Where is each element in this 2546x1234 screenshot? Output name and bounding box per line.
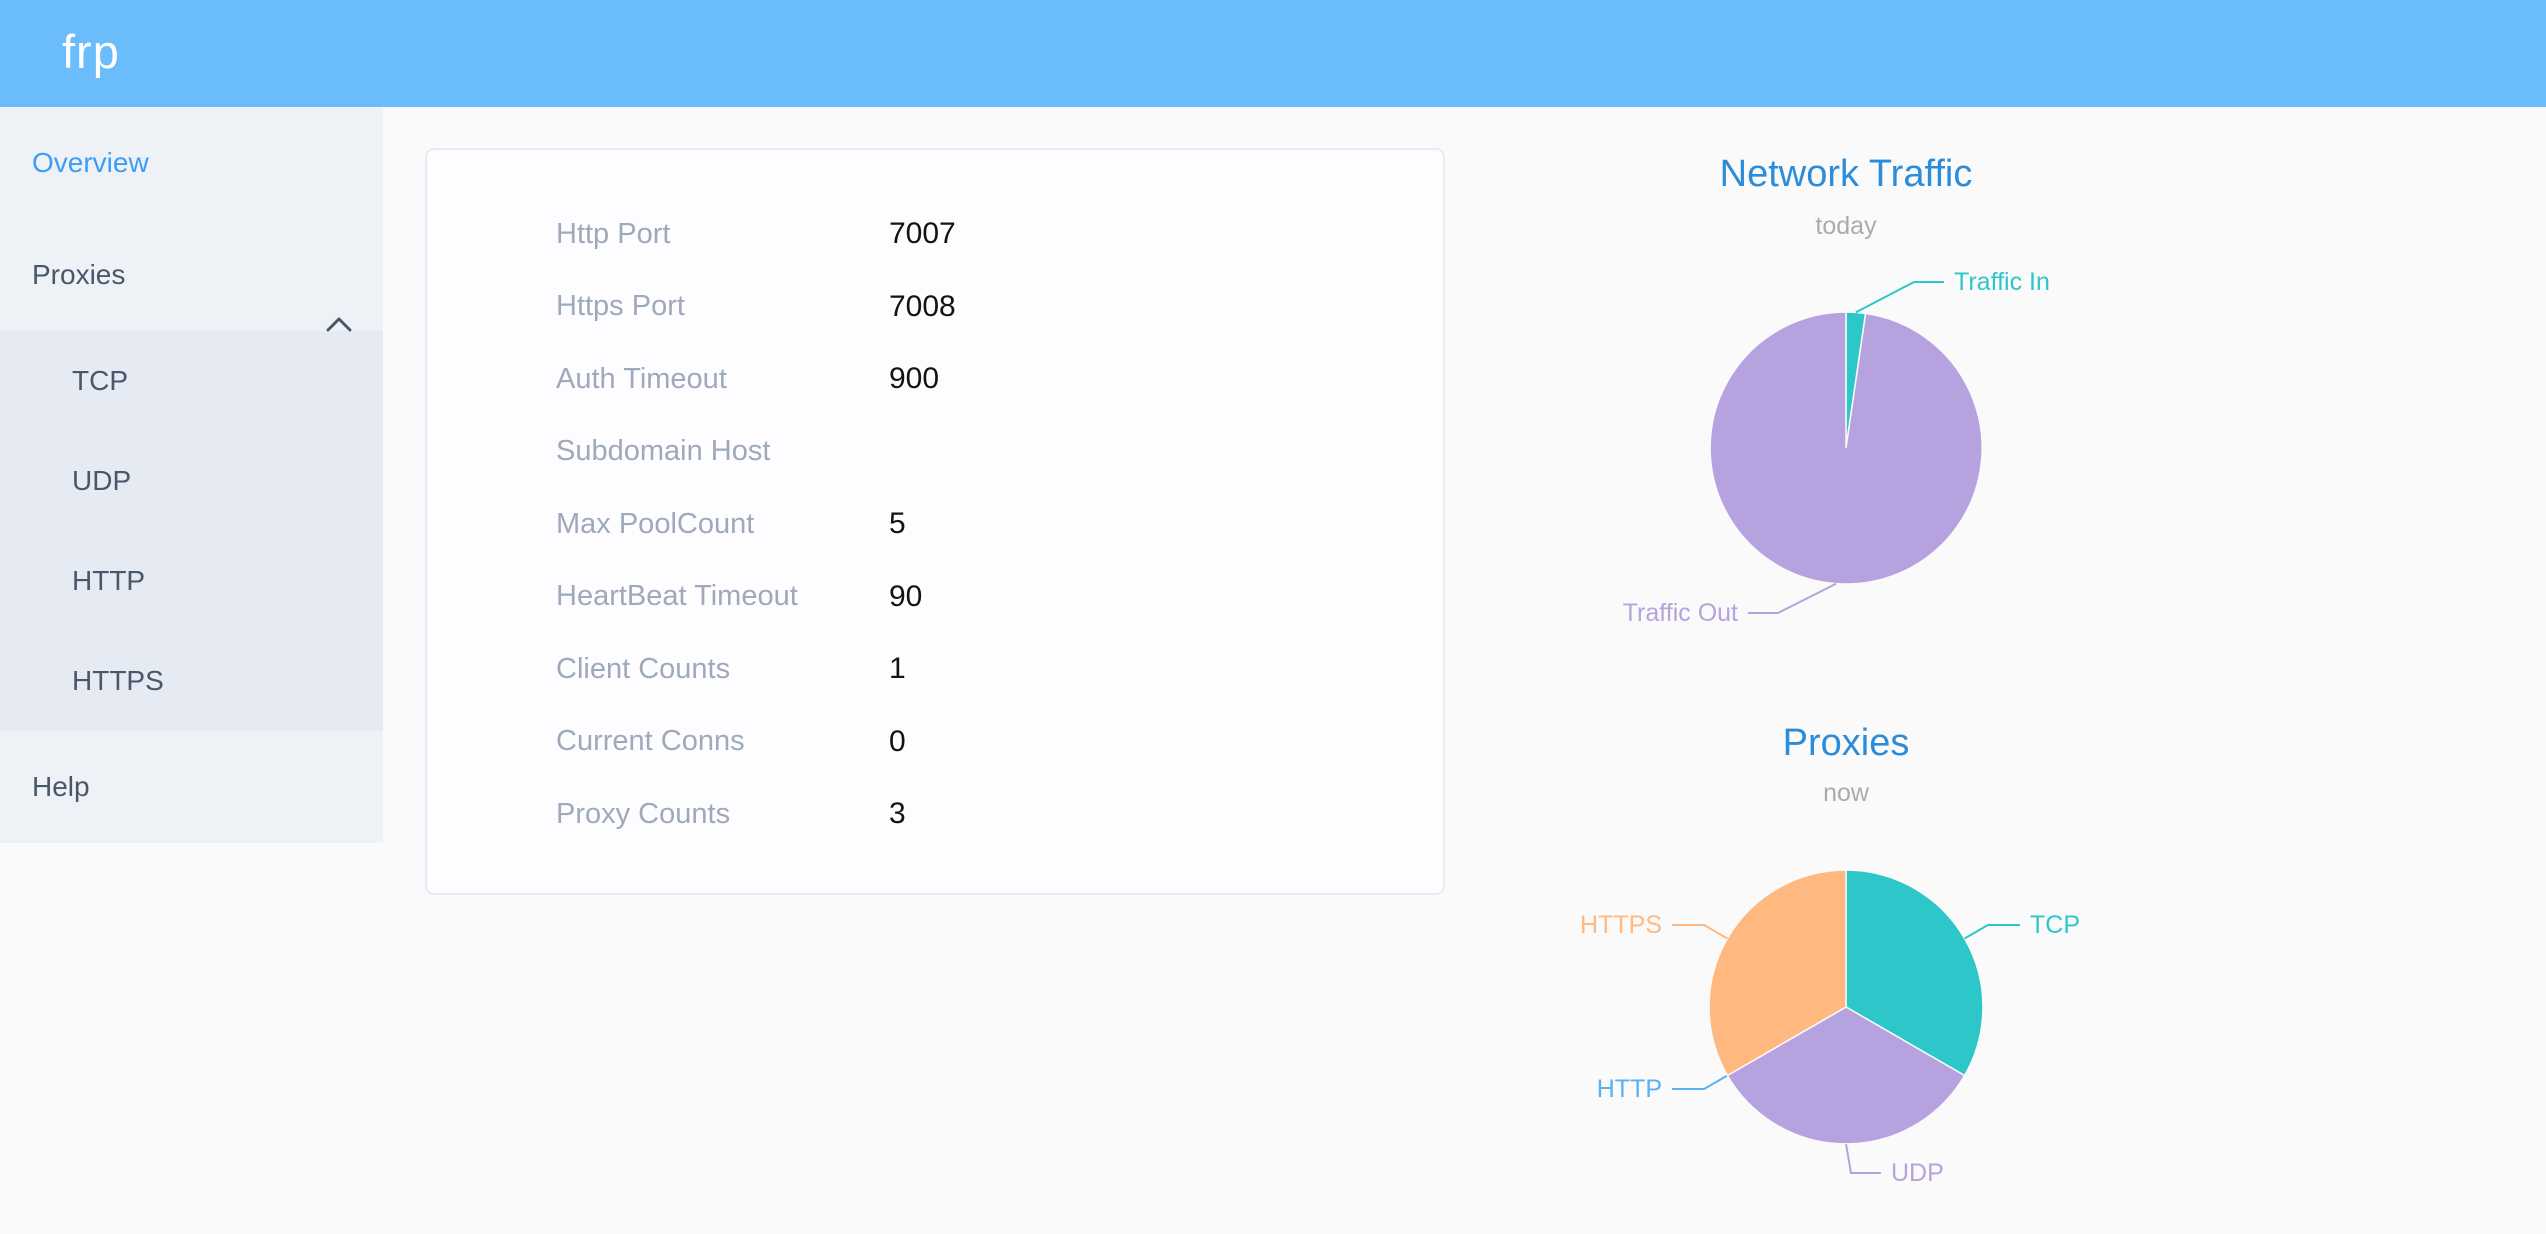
sidebar-item-overview[interactable]: Overview bbox=[0, 107, 383, 219]
proxies-pie-chart[interactable]: TCP UDP HTTP HTTPS bbox=[1430, 830, 2280, 1234]
sidebar-item-udp[interactable]: UDP bbox=[72, 465, 132, 496]
pie-slice-traffic-out[interactable] bbox=[1709, 311, 1983, 585]
chevron-up-icon bbox=[325, 267, 353, 332]
config-label: Auth Timeout bbox=[556, 362, 727, 395]
sidebar-item-help[interactable]: Help bbox=[0, 731, 383, 843]
config-label: HeartBeat Timeout bbox=[556, 580, 798, 613]
config-value: 0 bbox=[889, 724, 906, 758]
sidebar-item-proxies[interactable]: Proxies bbox=[0, 219, 383, 332]
network-traffic-chart-title: Network Traffic bbox=[1719, 153, 1973, 195]
config-label: Current Conns bbox=[556, 725, 745, 758]
network-traffic-pie-chart[interactable]: Traffic In Traffic Out bbox=[1430, 240, 2280, 660]
config-row-client-counts: Client Counts 1 bbox=[427, 633, 1443, 706]
config-row-http-port: Http Port 7007 bbox=[427, 198, 1443, 271]
pie-label-line-traffic-in bbox=[1855, 281, 1944, 314]
config-row-current-conns: Current Conns 0 bbox=[427, 706, 1443, 779]
pie-label-traffic-in: Traffic In bbox=[1954, 268, 2050, 296]
server-info-card: Http Port 7007 Https Port 7008 Auth Time… bbox=[425, 148, 1445, 895]
proxies-submenu: TCP UDP HTTP HTTPS bbox=[0, 331, 383, 731]
config-value: 3 bbox=[889, 797, 906, 831]
config-label: Subdomain Host bbox=[556, 435, 771, 468]
pie-label-traffic-out: Traffic Out bbox=[1623, 599, 1738, 627]
config-value: 900 bbox=[889, 362, 940, 396]
pie-label-line-http bbox=[1672, 1074, 1728, 1090]
proxies-chart-title: Proxies bbox=[1782, 722, 1910, 764]
pie-label-line-https bbox=[1672, 924, 1728, 940]
config-row-heartbeat-timeout: HeartBeat Timeout 90 bbox=[427, 561, 1443, 634]
config-row-auth-timeout: Auth Timeout 900 bbox=[427, 343, 1443, 416]
pie-label-udp: UDP bbox=[1891, 1159, 1944, 1187]
sidebar-item-https[interactable]: HTTPS bbox=[72, 665, 164, 696]
sidebar-item-tcp[interactable]: TCP bbox=[72, 365, 128, 396]
pie-label-line-udp bbox=[1845, 1143, 1881, 1174]
pie-label-line-traffic-out bbox=[1748, 582, 1837, 614]
sidebar-nav: Overview Proxies TCP UDP HTTP HTTPS Help bbox=[0, 107, 383, 843]
pie-label-tcp: TCP bbox=[2030, 911, 2080, 939]
pie-label-http: HTTP bbox=[1597, 1075, 1662, 1103]
config-label: Max PoolCount bbox=[556, 507, 755, 540]
config-row-max-poolcount: Max PoolCount 5 bbox=[427, 488, 1443, 561]
config-value: 7008 bbox=[889, 289, 956, 323]
config-row-proxy-counts: Proxy Counts 3 bbox=[427, 778, 1443, 851]
sidebar-item-label: Overview bbox=[32, 147, 149, 178]
frp-logo: frp bbox=[62, 25, 120, 78]
pie-slice-tcp[interactable] bbox=[1845, 869, 1984, 1077]
config-value: 7007 bbox=[889, 217, 956, 251]
pie-slice-https[interactable] bbox=[1708, 869, 1847, 1077]
app-header: frp bbox=[0, 0, 2546, 107]
sidebar-item-label: Proxies bbox=[32, 259, 126, 290]
config-value: 5 bbox=[889, 507, 906, 541]
config-label: Proxy Counts bbox=[556, 797, 731, 830]
pie-label-https: HTTPS bbox=[1580, 911, 1662, 939]
sidebar-item-http[interactable]: HTTP bbox=[72, 565, 146, 596]
config-value: 90 bbox=[889, 579, 923, 613]
config-row-https-port: Https Port 7008 bbox=[427, 271, 1443, 344]
config-label: Https Port bbox=[556, 290, 685, 323]
sidebar-item-label: Help bbox=[32, 771, 90, 802]
network-traffic-chart-subtitle: today bbox=[1815, 212, 1877, 240]
config-value: 1 bbox=[889, 652, 906, 686]
config-row-subdomain-host: Subdomain Host bbox=[427, 416, 1443, 489]
pie-label-line-tcp bbox=[1964, 924, 2020, 940]
config-label: Http Port bbox=[556, 217, 671, 250]
config-label: Client Counts bbox=[556, 652, 731, 685]
proxies-chart-subtitle: now bbox=[1823, 779, 1869, 807]
pie-slice-udp[interactable] bbox=[1726, 1006, 1966, 1145]
